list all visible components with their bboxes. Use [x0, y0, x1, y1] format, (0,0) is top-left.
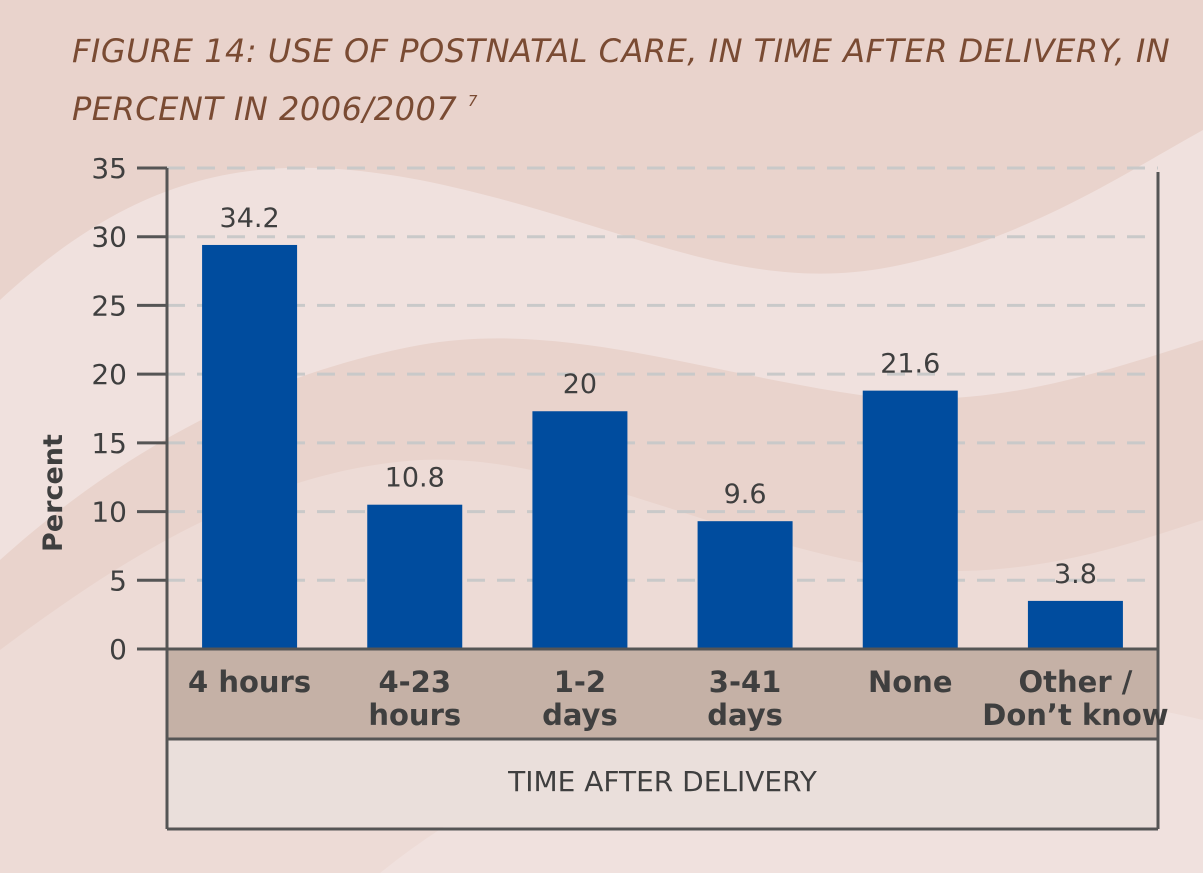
category-bands: [167, 649, 1158, 827]
y-axis-label: Percent: [38, 434, 69, 552]
data-label: 10.8: [385, 463, 445, 494]
category-band: [167, 649, 1158, 739]
category-label-line: hours: [368, 698, 461, 732]
y-tick-label: 0: [109, 633, 127, 666]
category-label-line: Don’t know: [982, 698, 1168, 732]
data-label: 3.8: [1054, 559, 1097, 590]
bar: [532, 411, 628, 649]
bar: [367, 504, 463, 649]
chart-title-block: FIGURE 14: USE OF POSTNATAL CARE, IN TIM…: [72, 26, 1182, 134]
category-label-line: 3-41: [709, 665, 782, 699]
xlabel-band: [167, 739, 1158, 827]
y-tick-label: 5: [109, 564, 127, 597]
data-label: 21.6: [880, 349, 940, 380]
data-label: 20: [563, 369, 597, 400]
bar: [1027, 600, 1123, 649]
category-label-line: days: [707, 698, 783, 732]
category-label: None: [868, 665, 953, 699]
category-label: 1-2 days: [542, 665, 618, 732]
bars: [202, 244, 1123, 649]
category-label: 3-41 days: [707, 665, 783, 732]
y-tick-label: 20: [91, 358, 127, 391]
data-label: 34.2: [220, 203, 280, 234]
bar: [202, 244, 298, 649]
y-tick-label: 15: [91, 427, 127, 460]
bar: [862, 390, 958, 649]
category-label-line: 1-2: [554, 665, 606, 699]
y-tick-label: 25: [91, 289, 127, 322]
bar: [697, 521, 793, 649]
data-label: 9.6: [724, 479, 767, 510]
category-label: 4-23 hours: [368, 665, 461, 732]
category-label-line: None: [868, 665, 953, 699]
y-tick-label: 30: [91, 221, 127, 254]
y-tick-label: 35: [91, 152, 127, 185]
gridlines: [167, 166, 1158, 582]
category-label-line: days: [542, 698, 618, 732]
x-axis-label: TIME AFTER DELIVERY: [507, 765, 818, 798]
title-footnote: 7: [467, 92, 478, 110]
chart-title: FIGURE 14: USE OF POSTNATAL CARE, IN TIM…: [72, 32, 1171, 128]
y-tick-label: 10: [91, 496, 127, 529]
category-label-line: 4-23: [378, 665, 451, 699]
category-label-line: 4 hours: [188, 665, 311, 699]
category-label: Other / Don’t know: [982, 665, 1168, 732]
category-label-line: Other /: [1019, 665, 1133, 699]
category-label: 4 hours: [188, 665, 311, 699]
axes: [137, 166, 1160, 831]
